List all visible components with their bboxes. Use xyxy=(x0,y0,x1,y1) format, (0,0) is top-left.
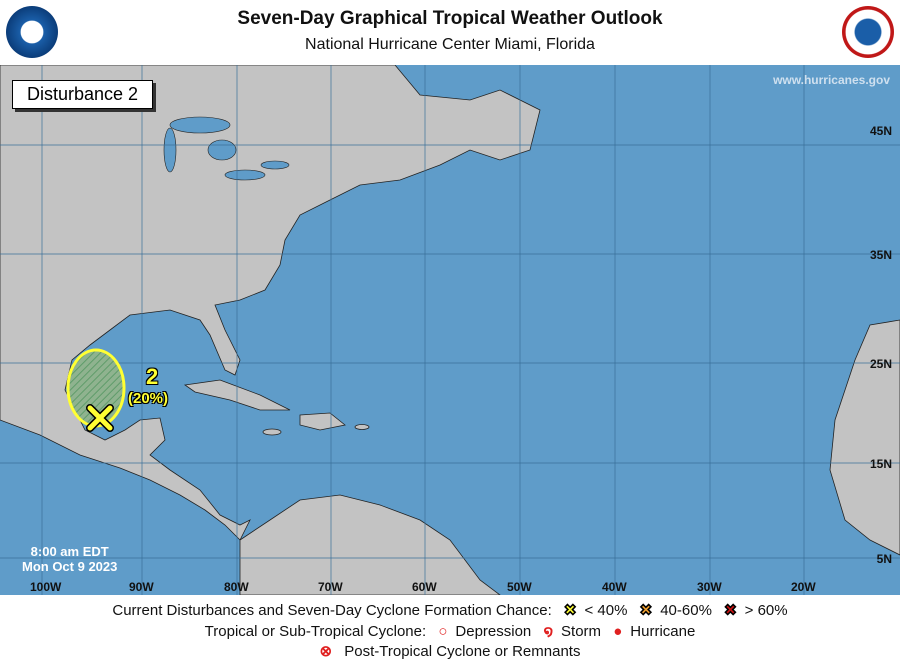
lon-label: 40W xyxy=(602,580,627,594)
south-america xyxy=(239,494,501,595)
legend-row-cyclone: Tropical or Sub-Tropical Cyclone: ○ Depre… xyxy=(0,622,900,640)
legend-cyclone-label: Tropical or Sub-Tropical Cyclone: xyxy=(204,623,427,640)
legend-mid: 40-60% xyxy=(660,602,712,619)
low-chance-x-icon: ✖ xyxy=(563,602,577,620)
page-title: Seven-Day Graphical Tropical Weather Out… xyxy=(237,8,663,29)
disturbance-x-icon[interactable] xyxy=(86,404,114,432)
timestamp: 8:00 am EDT Mon Oct 9 2023 xyxy=(22,544,117,574)
legend-row-formation: Current Disturbances and Seven-Day Cyclo… xyxy=(0,601,900,620)
puerto-rico xyxy=(354,424,370,430)
disturbance-chance: (20%) xyxy=(128,390,169,407)
legend-storm: Storm xyxy=(561,623,602,640)
hispaniola xyxy=(299,412,346,431)
depression-icon: ○ xyxy=(438,623,448,640)
lon-label: 100W xyxy=(30,580,62,594)
disturbance-number: 2 xyxy=(146,364,159,389)
disturbance-label-box: Disturbance 2 xyxy=(12,80,154,109)
legend-high: > 60% xyxy=(744,602,788,619)
mid-chance-x-icon: ✖ xyxy=(639,602,653,620)
lat-label: 5N xyxy=(876,552,892,566)
outlook-map xyxy=(0,65,900,595)
lat-label: 45N xyxy=(869,124,892,138)
post-tropical-icon: ⊗ xyxy=(319,643,333,660)
high-chance-x-icon: ✖ xyxy=(724,602,738,620)
lon-label: 20W xyxy=(791,580,816,594)
page-subtitle: National Hurricane Center Miami, Florida xyxy=(305,36,595,53)
timestamp-date: Mon Oct 9 2023 xyxy=(22,559,118,574)
noaa-logo xyxy=(6,6,58,58)
nws-logo xyxy=(842,6,894,58)
lon-label: 60W xyxy=(412,580,437,594)
legend-depression: Depression xyxy=(455,623,532,640)
lat-label: 15N xyxy=(869,457,892,471)
legend-formation-label: Current Disturbances and Seven-Day Cyclo… xyxy=(112,602,552,619)
lon-label: 50W xyxy=(507,580,532,594)
legend-low: < 40% xyxy=(584,602,628,619)
legend-row-post: ⊗ Post-Tropical Cyclone or Remnants xyxy=(0,642,900,660)
hurricane-icon: ● xyxy=(613,623,623,640)
legend-hurricane: Hurricane xyxy=(630,623,696,640)
header: Seven-Day Graphical Tropical Weather Out… xyxy=(0,0,900,65)
cuba xyxy=(183,379,291,411)
grid-lines xyxy=(0,65,900,595)
lon-label: 70W xyxy=(318,580,343,594)
land xyxy=(0,65,900,595)
timestamp-time: 8:00 am EDT xyxy=(30,544,109,559)
lat-label: 35N xyxy=(869,248,892,262)
lon-label: 90W xyxy=(129,580,154,594)
website-link[interactable]: www.hurricanes.gov xyxy=(773,73,890,87)
africa xyxy=(829,319,900,556)
storm-icon: ໑ xyxy=(543,623,554,640)
lat-label: 25N xyxy=(869,357,892,371)
jamaica xyxy=(262,428,282,436)
lon-label: 30W xyxy=(697,580,722,594)
north-america xyxy=(0,65,541,541)
legend-post: Post-Tropical Cyclone or Remnants xyxy=(344,643,581,660)
lon-label: 80W xyxy=(224,580,249,594)
